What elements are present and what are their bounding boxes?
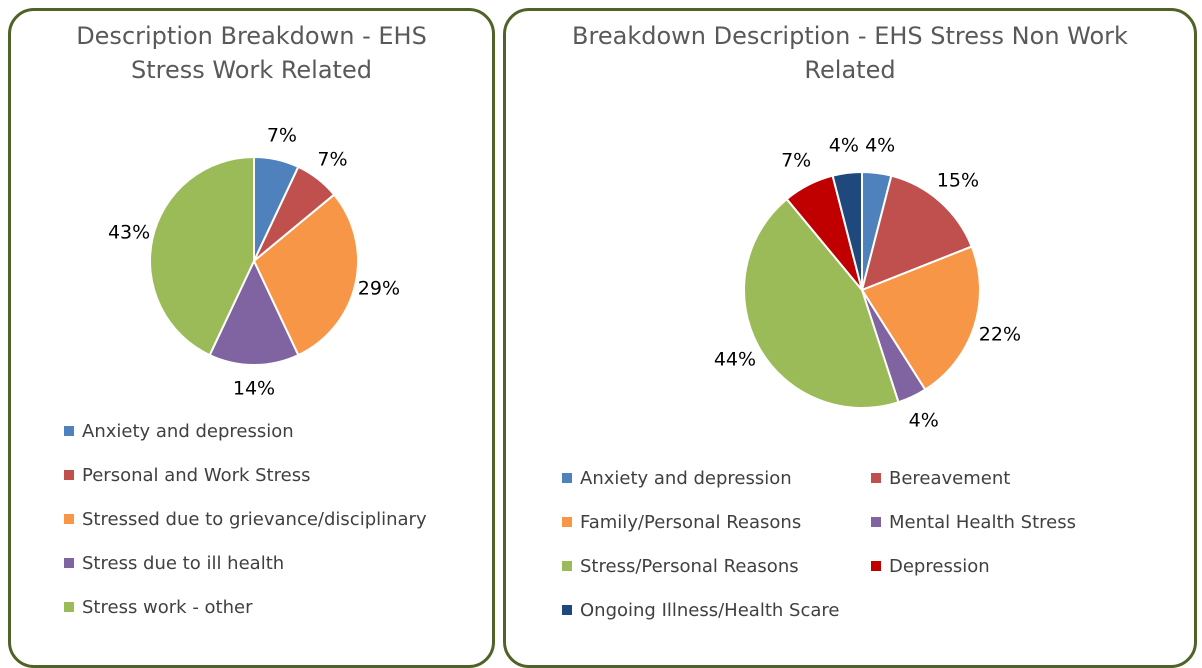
legend-swatch (64, 426, 74, 436)
legend-label: Stress due to ill health (82, 552, 285, 574)
legend-swatch (562, 473, 572, 483)
legend-item: Mental Health Stress (871, 510, 1076, 534)
data-label: 7% (781, 149, 811, 171)
legend-swatch (871, 517, 881, 527)
pie-slice (860, 174, 974, 292)
data-label: 4% (865, 135, 895, 157)
legend-swatch (64, 558, 74, 568)
legend-item: Depression (871, 554, 1076, 578)
legend-label: Family/Personal Reasons (580, 511, 802, 533)
legend-swatch (64, 602, 74, 612)
data-label: 43% (108, 222, 150, 244)
legend-label: Anxiety and depression (580, 467, 792, 489)
legend-label: Bereavement (889, 467, 1011, 489)
data-label: 22% (979, 323, 1021, 345)
page: Description Breakdown - EHS Stress Work … (8, 8, 1197, 668)
data-label: 15% (937, 170, 979, 192)
chart-title: Description Breakdown - EHS Stress Work … (76, 22, 427, 84)
legend-swatch (64, 470, 74, 480)
data-label: 4% (829, 135, 859, 157)
data-label: 4% (909, 410, 939, 432)
legend-item: Personal and Work Stress (64, 463, 427, 487)
data-label: 7% (317, 148, 347, 170)
legend-label: Mental Health Stress (889, 511, 1076, 533)
legend-item: Family/Personal Reasons (562, 510, 871, 534)
legend-swatch (562, 561, 572, 571)
data-label: 7% (267, 125, 297, 147)
pie-slice (149, 155, 255, 357)
legend-item: Bereavement (871, 466, 1076, 490)
legend-swatch (64, 514, 74, 524)
legend-label: Depression (889, 555, 990, 577)
legend: Anxiety and depression Personal and Work … (64, 419, 427, 619)
pie-slice (831, 170, 863, 291)
legend-item: Anxiety and depression (562, 466, 871, 490)
legend-swatch (562, 517, 572, 527)
legend-label: Ongoing Illness/Health Scare (580, 599, 840, 621)
pie-slice (208, 258, 300, 366)
legend: Anxiety and depression Bereavement Family/… (562, 466, 1076, 622)
legend-label: Anxiety and depression (82, 420, 294, 442)
pie-chart: 4% 15% 22% 4% 44% 7% 4% (714, 135, 1021, 432)
legend-item: Ongoing Illness/Health Scare (562, 598, 871, 622)
legend-item: Stress due to ill health (64, 551, 427, 575)
pie-slice (860, 245, 981, 392)
legend-label: Stressed due to grievance/disciplinary (82, 508, 427, 530)
legend-item: Stress/Personal Reasons (562, 554, 871, 578)
pie-chart: 7% 7% 29% 14% 43% (108, 125, 400, 400)
data-label: 44% (714, 348, 756, 370)
legend-item: Stressed due to grievance/disciplinary (64, 507, 427, 531)
legend-swatch (871, 473, 881, 483)
chart-panel: Breakdown Description - EHS Stress Non W… (503, 8, 1197, 668)
chart-panel: Description Breakdown - EHS Stress Work … (8, 8, 495, 668)
legend-item: Anxiety and depression (64, 419, 427, 443)
legend-label: Personal and Work Stress (82, 464, 311, 486)
chart-title: Breakdown Description - EHS Stress Non W… (572, 22, 1128, 84)
data-label: 29% (358, 277, 400, 299)
legend-label: Stress/Personal Reasons (580, 555, 799, 577)
legend-swatch (871, 561, 881, 571)
data-label: 14% (233, 378, 275, 400)
legend-swatch (562, 605, 572, 615)
pie-slice (743, 197, 900, 409)
legend-label: Stress work - other (82, 596, 253, 618)
legend-item: Stress work - other (64, 595, 427, 619)
